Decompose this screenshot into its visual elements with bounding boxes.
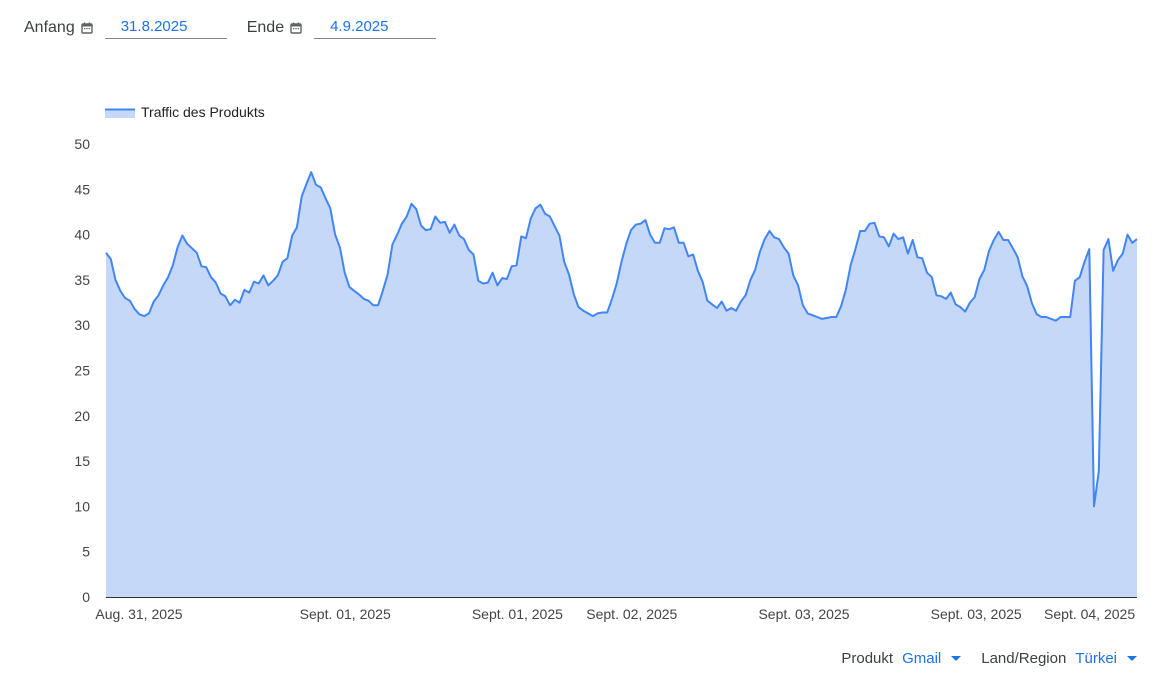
start-date-filter: Anfang bbox=[24, 16, 227, 39]
date-filters: Anfang Ende bbox=[24, 16, 456, 39]
legend-swatch-fill bbox=[105, 109, 135, 118]
chart-svg: Traffic des Produkts 0 5 10 15 20 25 30 35 40 45 5… bbox=[74, 104, 1138, 622]
x-tick-label: Aug. 31, 2025 bbox=[95, 606, 182, 622]
end-date-label: Ende bbox=[246, 18, 285, 36]
start-date-label: Anfang bbox=[24, 18, 75, 36]
region-value[interactable]: Türkei bbox=[1075, 650, 1117, 667]
x-tick-label: Sept. 03, 2025 bbox=[758, 606, 849, 622]
product-value[interactable]: Gmail bbox=[902, 650, 942, 667]
y-tick-label: 15 bbox=[74, 453, 90, 469]
y-axis: 0 5 10 15 20 25 30 35 40 45 50 bbox=[74, 136, 90, 605]
bottom-selectors: Produkt Gmail Land/Region Türkei bbox=[841, 650, 1137, 667]
y-tick-label: 25 bbox=[74, 363, 90, 379]
chart-legend[interactable]: Traffic des Produkts bbox=[105, 104, 265, 120]
x-axis: Aug. 31, 2025 Sept. 01, 2025 Sept. 01, 202… bbox=[95, 606, 1135, 622]
calendar-icon[interactable] bbox=[290, 22, 302, 34]
y-tick-label: 40 bbox=[74, 227, 90, 243]
y-tick-label: 20 bbox=[74, 408, 90, 424]
y-tick-label: 10 bbox=[74, 498, 90, 514]
end-date-filter: Ende bbox=[246, 16, 437, 39]
traffic-line[interactable] bbox=[105, 171, 1138, 508]
traffic-area bbox=[106, 172, 1137, 597]
y-tick-label: 0 bbox=[82, 589, 90, 605]
legend-label: Traffic des Produkts bbox=[141, 104, 265, 120]
x-tick-label: Sept. 02, 2025 bbox=[586, 606, 677, 622]
x-tick-label: Sept. 04, 2025 bbox=[1044, 606, 1135, 622]
x-tick-label: Sept. 01, 2025 bbox=[472, 606, 563, 622]
product-selector[interactable]: Produkt Gmail bbox=[841, 650, 981, 667]
region-selector[interactable]: Land/Region Türkei bbox=[981, 650, 1137, 667]
dropdown-arrow-icon[interactable] bbox=[1127, 656, 1137, 661]
dropdown-arrow-icon[interactable] bbox=[951, 656, 962, 661]
x-tick-label: Sept. 01, 2025 bbox=[300, 606, 391, 622]
traffic-chart: Traffic des Produkts 0 5 10 15 20 25 30 35 40 45 5… bbox=[0, 90, 1167, 630]
calendar-icon[interactable] bbox=[81, 22, 93, 34]
region-label: Land/Region bbox=[981, 650, 1067, 667]
end-date-input[interactable] bbox=[314, 16, 437, 39]
y-tick-label: 45 bbox=[74, 181, 90, 197]
product-label: Produkt bbox=[841, 650, 894, 667]
y-tick-label: 30 bbox=[74, 317, 90, 333]
y-tick-label: 35 bbox=[74, 272, 90, 288]
start-date-input[interactable] bbox=[104, 16, 227, 39]
x-tick-label: Sept. 03, 2025 bbox=[931, 606, 1022, 622]
y-tick-label: 5 bbox=[82, 544, 90, 560]
y-tick-label: 50 bbox=[74, 136, 90, 152]
